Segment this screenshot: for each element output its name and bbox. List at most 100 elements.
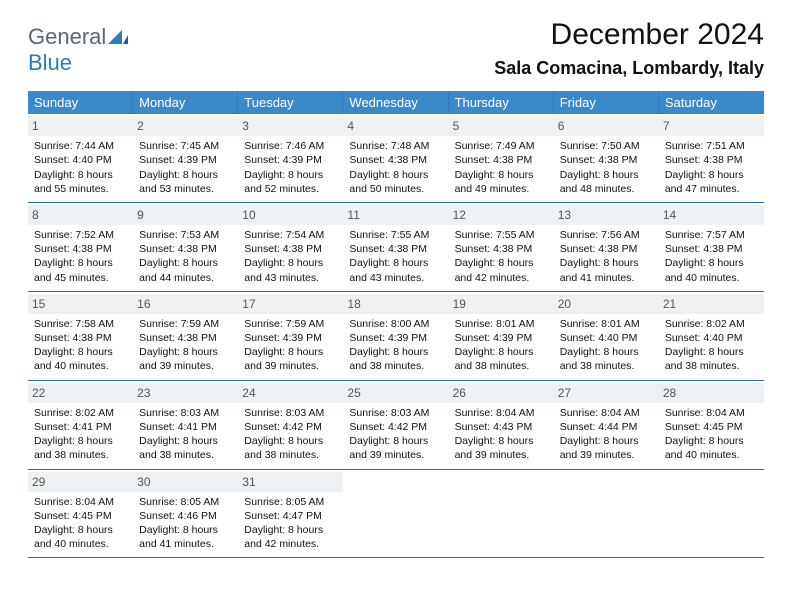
- daylight-text: Daylight: 8 hours: [349, 345, 442, 359]
- sunset-text: Sunset: 4:38 PM: [455, 153, 548, 167]
- daylight-text: Daylight: 8 hours: [244, 523, 337, 537]
- week-row: 15Sunrise: 7:58 AMSunset: 4:38 PMDayligh…: [28, 292, 764, 381]
- day-cell: 8Sunrise: 7:52 AMSunset: 4:38 PMDaylight…: [28, 203, 133, 291]
- daylight-text: and 41 minutes.: [139, 537, 232, 551]
- day-cell: 20Sunrise: 8:01 AMSunset: 4:40 PMDayligh…: [554, 292, 659, 380]
- weekday-header-row: SundayMondayTuesdayWednesdayThursdayFrid…: [28, 91, 764, 114]
- day-cell: 13Sunrise: 7:56 AMSunset: 4:38 PMDayligh…: [554, 203, 659, 291]
- daylight-text: and 38 minutes.: [139, 448, 232, 462]
- daylight-text: and 45 minutes.: [34, 271, 127, 285]
- daylight-text: and 38 minutes.: [665, 359, 758, 373]
- day-number: 19: [449, 294, 554, 314]
- daylight-text: Daylight: 8 hours: [34, 168, 127, 182]
- sunrise-text: Sunrise: 7:44 AM: [34, 139, 127, 153]
- sunrise-text: Sunrise: 7:48 AM: [349, 139, 442, 153]
- sunrise-text: Sunrise: 8:03 AM: [139, 406, 232, 420]
- weekday-header: Wednesday: [343, 91, 448, 114]
- daylight-text: Daylight: 8 hours: [244, 434, 337, 448]
- day-cell: [449, 470, 554, 558]
- weekday-header: Friday: [554, 91, 659, 114]
- day-cell: 27Sunrise: 8:04 AMSunset: 4:44 PMDayligh…: [554, 381, 659, 469]
- daylight-text: and 39 minutes.: [560, 448, 653, 462]
- day-cell: 16Sunrise: 7:59 AMSunset: 4:38 PMDayligh…: [133, 292, 238, 380]
- sunset-text: Sunset: 4:39 PM: [349, 331, 442, 345]
- sunrise-text: Sunrise: 7:46 AM: [244, 139, 337, 153]
- daylight-text: and 48 minutes.: [560, 182, 653, 196]
- daylight-text: and 49 minutes.: [455, 182, 548, 196]
- day-cell: 24Sunrise: 8:03 AMSunset: 4:42 PMDayligh…: [238, 381, 343, 469]
- day-number: 11: [343, 205, 448, 225]
- sunrise-text: Sunrise: 7:54 AM: [244, 228, 337, 242]
- sunset-text: Sunset: 4:39 PM: [244, 153, 337, 167]
- daylight-text: Daylight: 8 hours: [560, 345, 653, 359]
- day-cell: 18Sunrise: 8:00 AMSunset: 4:39 PMDayligh…: [343, 292, 448, 380]
- day-number: 1: [28, 116, 133, 136]
- logo-word-blue: Blue: [28, 50, 72, 75]
- daylight-text: and 40 minutes.: [665, 271, 758, 285]
- sunset-text: Sunset: 4:38 PM: [560, 153, 653, 167]
- sunset-text: Sunset: 4:38 PM: [349, 242, 442, 256]
- day-cell: [343, 470, 448, 558]
- sunset-text: Sunset: 4:39 PM: [139, 153, 232, 167]
- logo: General Blue: [28, 18, 128, 76]
- sunrise-text: Sunrise: 8:05 AM: [244, 495, 337, 509]
- sunset-text: Sunset: 4:44 PM: [560, 420, 653, 434]
- sunset-text: Sunset: 4:40 PM: [34, 153, 127, 167]
- sunset-text: Sunset: 4:38 PM: [34, 331, 127, 345]
- sunset-text: Sunset: 4:42 PM: [349, 420, 442, 434]
- sunrise-text: Sunrise: 7:50 AM: [560, 139, 653, 153]
- daylight-text: Daylight: 8 hours: [139, 434, 232, 448]
- daylight-text: and 42 minutes.: [244, 537, 337, 551]
- daylight-text: and 53 minutes.: [139, 182, 232, 196]
- day-number: 23: [133, 383, 238, 403]
- day-cell: 29Sunrise: 8:04 AMSunset: 4:45 PMDayligh…: [28, 470, 133, 558]
- day-cell: 21Sunrise: 8:02 AMSunset: 4:40 PMDayligh…: [659, 292, 764, 380]
- day-number: 27: [554, 383, 659, 403]
- daylight-text: Daylight: 8 hours: [665, 345, 758, 359]
- page-header: General Blue December 2024 Sala Comacina…: [28, 18, 764, 79]
- day-cell: 2Sunrise: 7:45 AMSunset: 4:39 PMDaylight…: [133, 114, 238, 202]
- daylight-text: Daylight: 8 hours: [560, 434, 653, 448]
- daylight-text: Daylight: 8 hours: [455, 434, 548, 448]
- day-cell: 14Sunrise: 7:57 AMSunset: 4:38 PMDayligh…: [659, 203, 764, 291]
- daylight-text: and 38 minutes.: [349, 359, 442, 373]
- sunrise-text: Sunrise: 7:49 AM: [455, 139, 548, 153]
- daylight-text: and 40 minutes.: [665, 448, 758, 462]
- sunrise-text: Sunrise: 7:45 AM: [139, 139, 232, 153]
- logo-text-block: General Blue: [28, 24, 128, 76]
- daylight-text: Daylight: 8 hours: [455, 168, 548, 182]
- day-cell: 15Sunrise: 7:58 AMSunset: 4:38 PMDayligh…: [28, 292, 133, 380]
- sunrise-text: Sunrise: 7:55 AM: [455, 228, 548, 242]
- day-cell: 22Sunrise: 8:02 AMSunset: 4:41 PMDayligh…: [28, 381, 133, 469]
- daylight-text: Daylight: 8 hours: [244, 168, 337, 182]
- sunset-text: Sunset: 4:39 PM: [244, 331, 337, 345]
- day-number: 2: [133, 116, 238, 136]
- day-cell: 1 Sunrise: 7:44 AMSunset: 4:40 PMDaylight…: [28, 114, 133, 202]
- sunrise-text: Sunrise: 8:03 AM: [349, 406, 442, 420]
- sunrise-text: Sunrise: 8:02 AM: [34, 406, 127, 420]
- day-number: 12: [449, 205, 554, 225]
- day-number: 15: [28, 294, 133, 314]
- sunrise-text: Sunrise: 7:59 AM: [244, 317, 337, 331]
- day-cell: 25Sunrise: 8:03 AMSunset: 4:42 PMDayligh…: [343, 381, 448, 469]
- daylight-text: Daylight: 8 hours: [139, 345, 232, 359]
- sunrise-text: Sunrise: 7:51 AM: [665, 139, 758, 153]
- sunset-text: Sunset: 4:38 PM: [665, 242, 758, 256]
- sunset-text: Sunset: 4:38 PM: [349, 153, 442, 167]
- day-number: 18: [343, 294, 448, 314]
- weeks-container: 1Sunrise: 7:44 AMSunset: 4:40 PMDaylight…: [28, 114, 764, 558]
- daylight-text: and 52 minutes.: [244, 182, 337, 196]
- daylight-text: and 38 minutes.: [560, 359, 653, 373]
- daylight-text: and 40 minutes.: [34, 537, 127, 551]
- sunset-text: Sunset: 4:38 PM: [665, 153, 758, 167]
- day-number: 14: [659, 205, 764, 225]
- daylight-text: Daylight: 8 hours: [349, 256, 442, 270]
- daylight-text: and 43 minutes.: [349, 271, 442, 285]
- day-number: 31: [238, 472, 343, 492]
- week-row: 8Sunrise: 7:52 AMSunset: 4:38 PMDaylight…: [28, 203, 764, 292]
- day-number: 13: [554, 205, 659, 225]
- daylight-text: Daylight: 8 hours: [244, 345, 337, 359]
- sunset-text: Sunset: 4:39 PM: [455, 331, 548, 345]
- daylight-text: Daylight: 8 hours: [34, 256, 127, 270]
- day-number: 5: [449, 116, 554, 136]
